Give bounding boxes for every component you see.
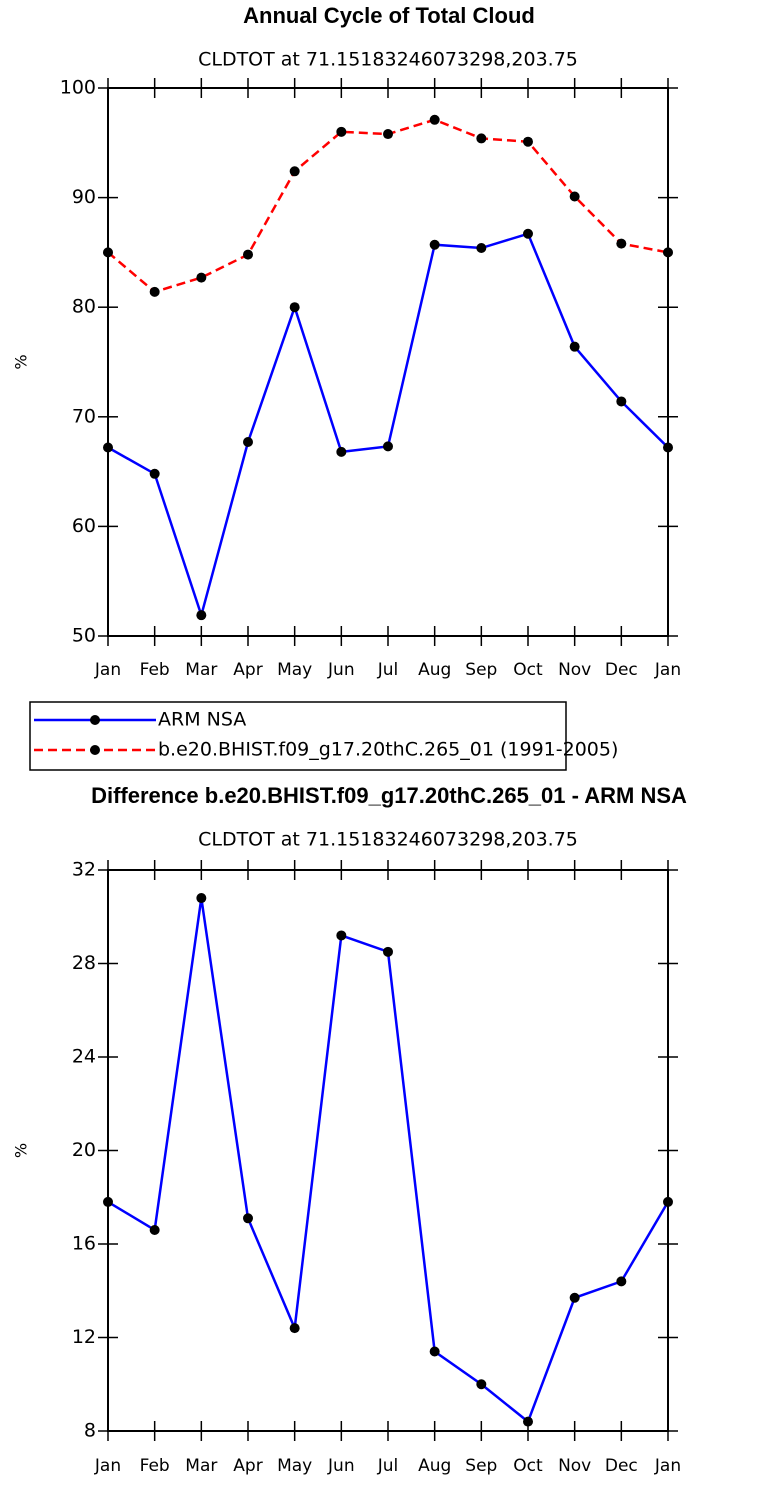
series-line — [107, 232, 669, 620]
x-tick-label: Mar — [185, 660, 217, 680]
chart-subtitle: CLDTOT at 71.15183246073298,203.75 — [198, 49, 578, 71]
y-tick-label: 12 — [72, 1326, 96, 1348]
x-tick-label: Jan — [654, 660, 681, 680]
y-tick-label: 100 — [60, 77, 96, 99]
data-point — [196, 893, 207, 904]
x-tick-label: Jul — [377, 660, 399, 680]
chart-title: Difference b.e20.BHIST.f09_g17.20thC.265… — [91, 783, 687, 808]
data-point — [476, 1379, 487, 1390]
legend-label: b.e20.BHIST.f09_g17.20thC.265_01 (1991-2… — [158, 739, 618, 761]
data-point — [569, 341, 580, 352]
y-tick-label: 28 — [72, 952, 96, 974]
y-tick-label: 60 — [72, 515, 96, 537]
data-point — [336, 446, 347, 457]
x-tick-label: Aug — [418, 1456, 451, 1476]
series-line — [107, 897, 670, 1424]
data-point — [196, 272, 207, 283]
y-tick-label: 8 — [84, 1420, 96, 1442]
y-tick-label: 20 — [72, 1139, 96, 1161]
data-point — [243, 1213, 253, 1224]
data-point — [429, 114, 440, 125]
data-point — [243, 437, 253, 448]
data-point — [523, 136, 533, 147]
y-tick-label: 80 — [72, 296, 96, 318]
data-point — [429, 239, 440, 250]
x-tick-label: Jan — [654, 1456, 681, 1476]
legend-marker — [90, 715, 100, 725]
x-tick-label: Sep — [465, 1456, 497, 1476]
x-tick-label: Feb — [140, 660, 170, 680]
data-point — [336, 126, 347, 137]
data-point — [663, 247, 673, 258]
x-tick-label: Jan — [94, 660, 121, 680]
y-axis-label: % — [12, 354, 31, 369]
x-tick-label: Oct — [513, 660, 543, 680]
y-tick-label: 50 — [72, 625, 96, 647]
data-point — [289, 1323, 300, 1334]
x-tick-label: Feb — [140, 1456, 170, 1476]
chart-subtitle: CLDTOT at 71.15183246073298,203.75 — [198, 829, 578, 851]
data-point — [616, 238, 627, 249]
data-point — [383, 946, 393, 957]
legend-box — [29, 701, 567, 771]
data-point — [569, 1292, 580, 1303]
y-tick-label: 90 — [72, 186, 96, 208]
plot-frame — [107, 87, 669, 637]
data-point — [523, 1416, 533, 1427]
x-tick-label: Jan — [94, 1456, 121, 1476]
x-tick-label: Apr — [233, 1456, 262, 1476]
data-point — [149, 468, 160, 479]
y-tick-label: 24 — [72, 1046, 96, 1068]
x-tick-label: Mar — [185, 1456, 217, 1476]
x-tick-label: Jun — [327, 1456, 355, 1476]
x-tick-label: Jun — [327, 660, 355, 680]
x-tick-label: Aug — [418, 660, 451, 680]
data-point — [103, 442, 113, 453]
data-point — [196, 610, 207, 621]
x-tick-label: Nov — [558, 1456, 591, 1476]
data-point — [103, 247, 113, 258]
data-point — [476, 243, 487, 254]
data-point — [476, 133, 487, 144]
data-point — [429, 1346, 440, 1357]
y-tick-label: 70 — [72, 405, 96, 427]
y-tick-label: 16 — [72, 1233, 96, 1255]
data-point — [383, 129, 393, 140]
data-point — [149, 286, 160, 297]
legend-marker — [90, 745, 100, 755]
x-tick-label: May — [277, 1456, 312, 1476]
legend-label: ARM NSA — [158, 709, 246, 731]
data-point — [383, 441, 393, 452]
data-point — [523, 228, 533, 239]
data-point — [289, 302, 300, 313]
x-tick-label: Oct — [513, 1456, 543, 1476]
x-tick-label: Dec — [605, 660, 638, 680]
x-tick-label: Apr — [233, 660, 262, 680]
x-tick-label: May — [277, 660, 312, 680]
data-point — [616, 1276, 627, 1287]
data-point — [243, 249, 253, 260]
data-point — [663, 442, 673, 453]
data-point — [663, 1196, 673, 1207]
data-point — [569, 191, 580, 202]
data-point — [149, 1224, 160, 1235]
data-point — [103, 1196, 113, 1207]
x-tick-label: Jul — [377, 1456, 399, 1476]
y-axis-label: % — [12, 1143, 31, 1158]
x-tick-label: Sep — [465, 660, 497, 680]
data-point — [616, 396, 627, 407]
series-line — [107, 118, 669, 294]
data-point — [336, 930, 347, 941]
chart-title: Annual Cycle of Total Cloud — [243, 3, 535, 28]
x-tick-label: Dec — [605, 1456, 638, 1476]
y-tick-label: 32 — [72, 859, 96, 881]
data-point — [289, 166, 300, 177]
x-tick-label: Nov — [558, 660, 591, 680]
